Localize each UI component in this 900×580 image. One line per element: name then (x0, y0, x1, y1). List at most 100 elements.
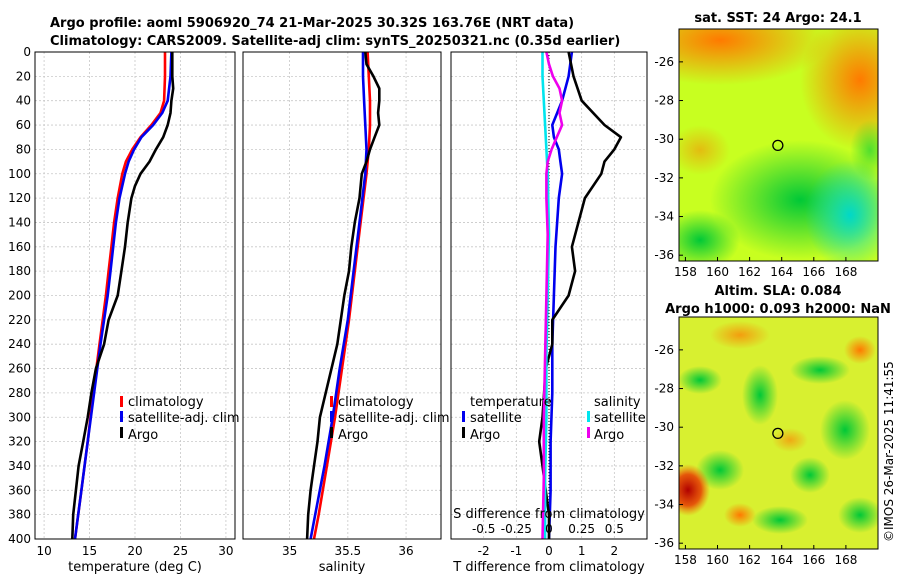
x-tick-label: 30 (218, 544, 233, 558)
sla-map-title-line2: Argo h1000: 0.093 h2000: NaN (665, 302, 891, 317)
x-tick-label: 1 (578, 544, 586, 558)
imos-credit: ©IMOS 26-Mar-2025 11:41:55 (882, 361, 896, 542)
lon-tick-label: 162 (738, 265, 761, 279)
legend-label-climatology: climatology (338, 395, 414, 410)
x-tick-label: -2 (478, 544, 490, 558)
salinity-grid (243, 51, 441, 540)
legend-label-s-satellite: satellite (594, 411, 646, 426)
difference-legend-left: temperature satellite Argo (462, 395, 552, 443)
difference-series (537, 52, 623, 539)
sla-map-title-line1: Altim. SLA: 0.084 (715, 284, 842, 299)
depth-tick-label: 180 (8, 264, 31, 278)
lon-tick-label: 162 (738, 553, 761, 567)
lat-tick-label: -26 (654, 55, 674, 69)
difference-axes-box (450, 51, 648, 540)
depth-tick-label: 320 (8, 435, 31, 449)
argo-position-marker (772, 427, 784, 440)
depth-tick-label: 380 (8, 508, 31, 522)
x-tick-label: 10 (36, 544, 51, 558)
salinity-tick-labels: 35 35.5 36 (282, 544, 414, 558)
lon-tick-label: 168 (834, 265, 857, 279)
legend-label-climatology: climatology (128, 395, 204, 410)
x-tick-label: 25 (173, 544, 188, 558)
salinity-xlabel: salinity (319, 560, 366, 575)
t-difference-tick-labels: -2 -1 0 1 2 (478, 544, 618, 558)
series-satellite-adj-clim (309, 52, 368, 539)
x-tick-label: 36 (398, 544, 413, 558)
depth-tick-label: 200 (8, 289, 31, 303)
sla-map-frame (678, 316, 879, 550)
series-temperature-satellite (547, 52, 574, 539)
temperature-grid (35, 51, 235, 540)
lon-tick-label: 160 (706, 553, 729, 567)
x-tick-label: 20 (127, 544, 142, 558)
temperature-panel: 0 20 40 60 80 100 120 140 160 180 200 220 240 260 280 3… (8, 45, 240, 575)
figure-title-line1: Argo profile: aoml 5906920_74 21-Mar-202… (50, 16, 574, 31)
temperature-tick-labels: 10 15 20 25 30 (36, 544, 233, 558)
salinity-legend: climatology satellite-adj. clim Argo (330, 395, 450, 443)
depth-tick-label: 120 (8, 191, 31, 205)
depth-tick-label: 160 (8, 240, 31, 254)
difference-legend-right: salinity satellite Argo (587, 395, 646, 443)
series-argo (71, 52, 175, 539)
x-tick-label: 2 (611, 544, 619, 558)
legend-label-satellite: satellite-adj. clim (338, 411, 450, 426)
lat-tick-label: -36 (654, 536, 674, 550)
legend-swatch-argo (120, 427, 123, 438)
depth-tick-label: 340 (8, 459, 31, 473)
depth-tick-label: 100 (8, 167, 31, 181)
sst-map-title: sat. SST: 24 Argo: 24.1 (694, 11, 861, 26)
lat-tick-label: -26 (654, 343, 674, 357)
legend-swatch-s-argo (587, 427, 590, 438)
sst-map-panel: sat. SST: 24 Argo: 24.1 158 160 162 164 166 1… (654, 11, 879, 279)
series-argo (305, 52, 381, 539)
x-tick-label: 35.5 (334, 544, 361, 558)
legend-label-argo: Argo (338, 428, 368, 443)
sla-map-ticks: 158 160 162 164 166 168 -26 -28 -30 -32 -34 -36 (654, 343, 857, 567)
lon-tick-label: 158 (674, 553, 697, 567)
depth-tick-label: 240 (8, 337, 31, 351)
s-tick-label: 0.25 (568, 522, 595, 536)
lon-tick-label: 164 (770, 265, 793, 279)
s-tick-label: 0 (545, 522, 553, 536)
difference-panel: -2 -1 0 1 2 -0.5 -0.25 0 0.25 0.5 S difference f… (450, 51, 648, 575)
lat-tick-label: -32 (654, 171, 674, 185)
series-salinity-argo (541, 52, 564, 539)
depth-tick-label: 80 (16, 142, 31, 156)
sst-map-frame (678, 28, 879, 262)
depth-tick-label: 20 (16, 69, 31, 83)
legend-label-t-argo: Argo (470, 428, 500, 443)
x-tick-label: 0 (545, 544, 553, 558)
legend-swatch-t-argo (462, 427, 465, 438)
lon-tick-label: 160 (706, 265, 729, 279)
salinity-panel: 35 35.5 36 salinity climatology satellite-… (242, 51, 450, 575)
legend-title-temperature: temperature (470, 395, 552, 410)
legend-swatch-s-satellite (587, 411, 590, 422)
s-difference-label: S difference from climatology (453, 507, 645, 522)
legend-label-t-satellite: satellite (470, 411, 522, 426)
legend-label-satellite: satellite-adj. clim (128, 411, 240, 426)
legend-label-s-argo: Argo (594, 428, 624, 443)
sla-map-field (679, 317, 878, 549)
legend-swatch-t-satellite (462, 411, 465, 422)
depth-tick-label: 280 (8, 386, 31, 400)
temperature-xlabel: temperature (deg C) (68, 560, 202, 575)
lon-tick-label: 164 (770, 553, 793, 567)
lat-tick-label: -34 (654, 498, 674, 512)
lat-tick-label: -30 (654, 132, 674, 146)
figure-title-line2: Climatology: CARS2009. Satellite-adj cli… (50, 34, 620, 49)
series-climatology (312, 52, 372, 539)
lat-tick-label: -28 (654, 382, 674, 396)
argo-position-marker (772, 139, 784, 152)
temperature-series (71, 52, 175, 539)
lon-tick-label: 166 (802, 553, 825, 567)
legend-swatch-argo (330, 427, 333, 438)
legend-swatch-satellite (120, 411, 123, 422)
s-tick-label: -0.25 (501, 522, 532, 536)
s-tick-label: -0.5 (472, 522, 495, 536)
series-temperature-argo (537, 52, 623, 539)
lat-tick-label: -36 (654, 248, 674, 262)
legend-swatch-climatology (120, 396, 123, 407)
sst-map-field (679, 29, 878, 261)
